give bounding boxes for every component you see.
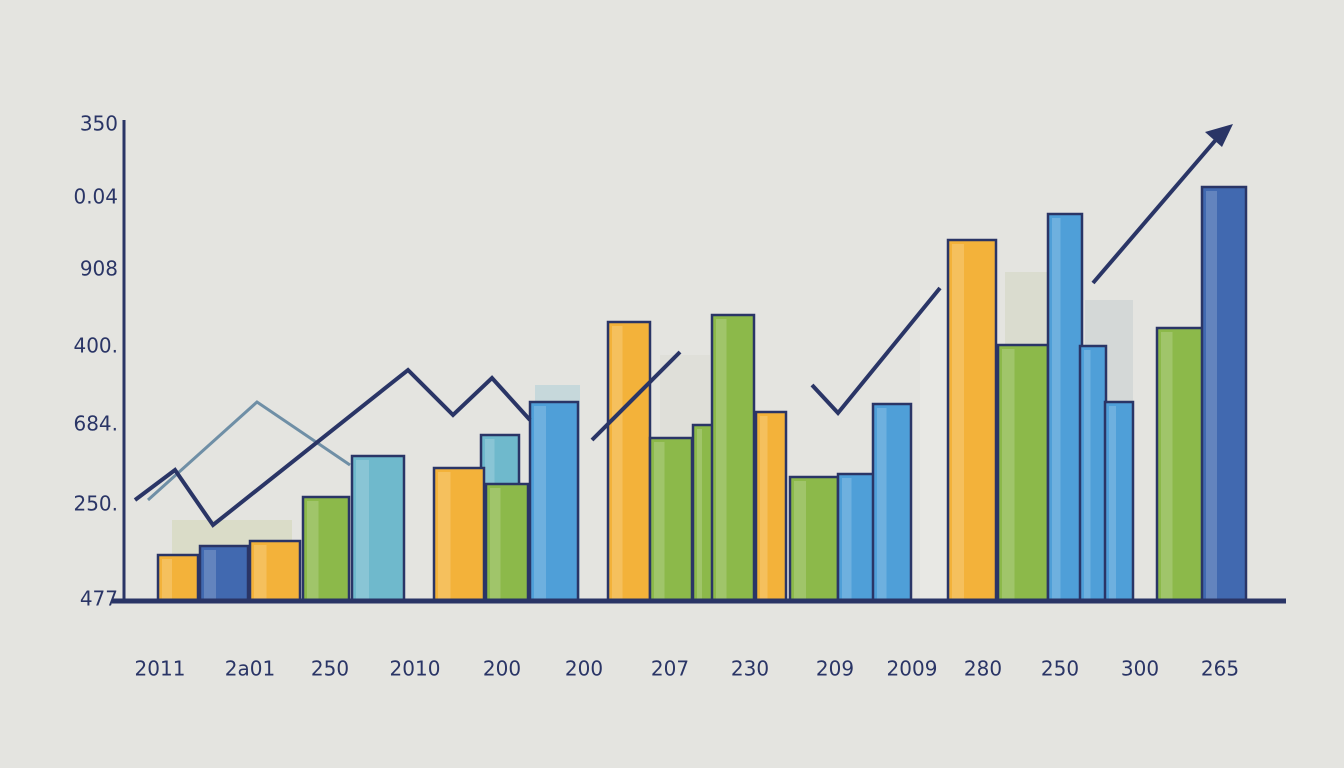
- x-label: 250: [311, 657, 349, 681]
- bar-highlight: [438, 472, 451, 600]
- bar: [946, 238, 998, 602]
- x-label: 280: [964, 657, 1002, 681]
- bar: [606, 320, 652, 602]
- x-label: 2009: [887, 657, 938, 681]
- bar-highlight: [794, 481, 806, 600]
- y-label: 684.: [73, 412, 118, 436]
- bar-highlight: [1052, 218, 1061, 600]
- bar-highlight: [1206, 191, 1217, 600]
- y-label: 0.04: [73, 185, 118, 209]
- bar: [301, 495, 351, 602]
- x-label: 209: [816, 657, 854, 681]
- bar-highlight: [162, 559, 172, 600]
- bar-highlight: [534, 406, 546, 600]
- bar-highlight: [612, 326, 623, 600]
- x-label: 200: [565, 657, 603, 681]
- bar-highlight: [1109, 406, 1116, 600]
- x-label: 265: [1201, 657, 1239, 681]
- x-label: 207: [651, 657, 689, 681]
- bar-highlight: [307, 501, 319, 600]
- bar-highlight: [952, 244, 964, 600]
- bar-highlight: [356, 460, 369, 600]
- bar-highlight: [1002, 349, 1015, 600]
- x-label: 200: [483, 657, 521, 681]
- bar: [1103, 400, 1135, 602]
- x-label: 2a01: [225, 657, 275, 681]
- bar: [996, 343, 1050, 602]
- bar: [198, 544, 250, 602]
- y-label: 350: [80, 112, 118, 136]
- bar: [1200, 185, 1248, 602]
- y-label: 250.: [73, 492, 118, 516]
- bar: [248, 539, 302, 602]
- bar: [691, 423, 715, 602]
- bars: [156, 185, 1248, 602]
- x-label: 2011: [135, 657, 186, 681]
- y-label: 908: [80, 257, 118, 281]
- x-label: 230: [731, 657, 769, 681]
- bar-highlight: [490, 488, 501, 600]
- y-label: 477: [80, 587, 118, 611]
- bar-highlight: [760, 416, 768, 600]
- bar: [528, 400, 580, 602]
- bar: [1078, 344, 1108, 602]
- bar: [871, 402, 913, 602]
- bar-highlight: [1161, 332, 1173, 600]
- bar-highlight: [254, 545, 267, 600]
- trend-line: [133, 124, 1233, 528]
- bar-highlight: [842, 478, 852, 600]
- bar: [156, 553, 200, 602]
- faded-line: [146, 400, 351, 502]
- bar-highlight: [697, 429, 702, 600]
- bar-highlight: [877, 408, 887, 600]
- bar-highlight: [654, 442, 665, 600]
- y-label: 400.: [73, 334, 118, 358]
- x-label: 2010: [390, 657, 441, 681]
- x-label: 300: [1121, 657, 1159, 681]
- bar-highlight: [716, 319, 727, 600]
- x-label: 250: [1041, 657, 1079, 681]
- bar: [648, 436, 694, 602]
- bar-highlight: [1084, 350, 1091, 600]
- bar-highlight: [204, 550, 216, 600]
